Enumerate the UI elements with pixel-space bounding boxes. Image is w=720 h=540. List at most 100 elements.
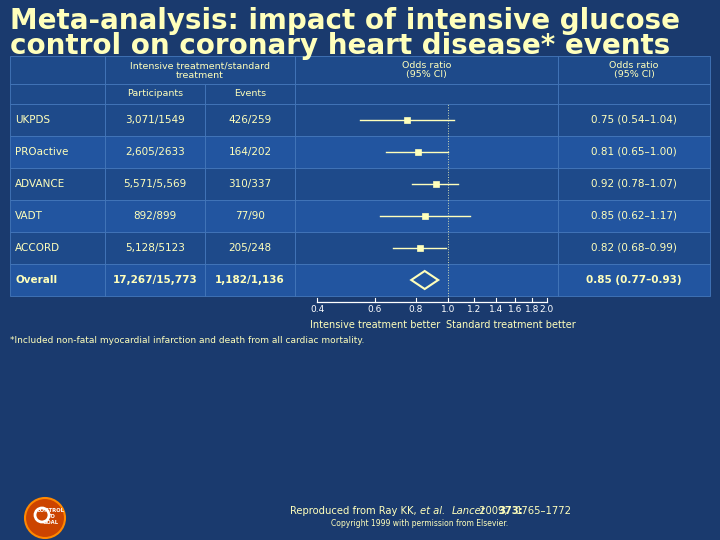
Text: 1.8: 1.8 [525,305,539,314]
Bar [105,56,295,84]
Bar [417,245,423,251]
Text: 17,267/15,773: 17,267/15,773 [112,275,197,285]
Text: Odds ratio: Odds ratio [402,62,451,71]
Text: Standard treatment better: Standard treatment better [446,320,575,330]
Text: 1,182/1,136: 1,182/1,136 [215,275,285,285]
Text: 310/337: 310/337 [228,179,271,189]
Bar [10,84,105,104]
Text: Overall: Overall [15,275,57,285]
Bar [105,104,205,136]
Text: Events: Events [234,90,266,98]
Text: 1.6: 1.6 [508,305,522,314]
Text: 426/259: 426/259 [228,115,271,125]
Text: Odds ratio: Odds ratio [609,62,659,71]
Bar [295,56,558,84]
Bar [295,136,558,168]
Bar [295,232,558,264]
Bar [10,200,105,232]
Text: VADT: VADT [15,211,43,221]
Text: Intensive treatment better: Intensive treatment better [310,320,440,330]
Text: 0.6: 0.6 [368,305,382,314]
Bar [404,117,410,123]
Bar [558,200,710,232]
Text: Meta-analysis: impact of intensive glucose: Meta-analysis: impact of intensive gluco… [10,7,680,35]
Bar [105,264,205,296]
Text: et al.: et al. [420,506,449,516]
Text: ACCORD: ACCORD [15,243,60,253]
Text: 205/248: 205/248 [228,243,271,253]
Text: 0.85 (0.77–0.93): 0.85 (0.77–0.93) [586,275,682,285]
Bar [205,200,295,232]
Text: 77/90: 77/90 [235,211,265,221]
Bar [205,104,295,136]
Text: 0.85 (0.62–1.17): 0.85 (0.62–1.17) [591,211,677,221]
Bar [415,149,420,155]
Text: PROactive: PROactive [15,147,68,157]
Text: 0.75 (0.54–1.04): 0.75 (0.54–1.04) [591,115,677,125]
Bar [10,264,105,296]
Text: treatment: treatment [176,71,224,79]
Bar [558,232,710,264]
Text: CONTROL: CONTROL [37,508,65,512]
Bar [105,168,205,200]
Bar [10,104,105,136]
Text: 0.4: 0.4 [310,305,324,314]
Text: 1765–1772: 1765–1772 [516,506,572,516]
Text: GOAL: GOAL [43,519,59,524]
Bar [295,168,558,200]
Bar [205,136,295,168]
Text: (95% CI): (95% CI) [613,71,654,79]
Bar [205,84,295,104]
Bar [558,104,710,136]
Bar [205,168,295,200]
Bar [105,136,205,168]
Text: TO: TO [47,514,55,518]
Bar [10,232,105,264]
Bar [433,181,439,187]
Bar [295,84,558,104]
Text: 1.0: 1.0 [441,305,455,314]
Text: 2,605/2633: 2,605/2633 [125,147,185,157]
Bar [105,84,205,104]
Bar [558,264,710,296]
Bar [10,56,105,84]
Text: 0.8: 0.8 [409,305,423,314]
Bar [10,136,105,168]
Text: 164/202: 164/202 [228,147,271,157]
Text: Copyright 1999 with permission from Elsevier.: Copyright 1999 with permission from Else… [331,518,508,528]
Text: (95% CI): (95% CI) [406,71,447,79]
Bar [205,264,295,296]
Bar [558,84,710,104]
Bar [558,136,710,168]
Circle shape [25,498,65,538]
Text: control on coronary heart disease* events: control on coronary heart disease* event… [10,32,670,60]
Text: UKPDS: UKPDS [15,115,50,125]
Bar [422,213,428,219]
Text: Reproduced from Ray KK,: Reproduced from Ray KK, [290,506,420,516]
Text: 0.81 (0.65–1.00): 0.81 (0.65–1.00) [591,147,677,157]
Text: 2.0: 2.0 [540,305,554,314]
Text: 0.92 (0.78–1.07): 0.92 (0.78–1.07) [591,179,677,189]
Bar [10,168,105,200]
Bar [558,168,710,200]
Bar [295,200,558,232]
Text: 892/899: 892/899 [133,211,176,221]
Text: *Included non-fatal myocardial infarction and death from all cardiac mortality.: *Included non-fatal myocardial infarctio… [10,336,364,345]
Bar [295,104,558,136]
Text: Intensive treatment/standard: Intensive treatment/standard [130,62,270,71]
Text: Participants: Participants [127,90,183,98]
Text: 373:: 373: [498,506,523,516]
Bar [105,200,205,232]
Bar [105,232,205,264]
Text: 3,071/1549: 3,071/1549 [125,115,185,125]
Text: 0.82 (0.68–0.99): 0.82 (0.68–0.99) [591,243,677,253]
Text: Lancet: Lancet [452,506,485,516]
Bar [205,232,295,264]
Bar [295,264,558,296]
Text: 1.4: 1.4 [489,305,503,314]
Text: ADVANCE: ADVANCE [15,179,66,189]
Text: 2009;: 2009; [476,506,510,516]
Bar [558,56,710,84]
Text: 1.2: 1.2 [467,305,481,314]
Text: 5,128/5123: 5,128/5123 [125,243,185,253]
